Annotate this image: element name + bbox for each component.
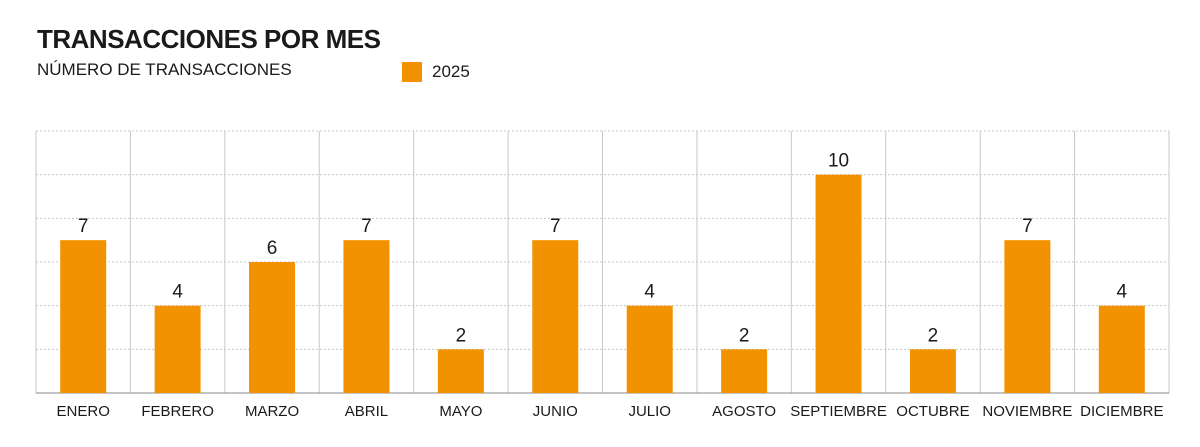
legend-swatch bbox=[402, 62, 422, 82]
data-label: 2 bbox=[739, 325, 750, 346]
data-label: 4 bbox=[172, 282, 183, 303]
data-label: 2 bbox=[456, 325, 467, 346]
bar bbox=[532, 240, 579, 393]
bar bbox=[154, 305, 201, 393]
data-label: 7 bbox=[550, 216, 561, 237]
bar bbox=[815, 174, 862, 393]
data-label: 10 bbox=[828, 151, 849, 172]
data-label: 6 bbox=[267, 238, 278, 259]
bar bbox=[437, 349, 484, 393]
x-tick-label: FEBRERO bbox=[141, 403, 214, 420]
bar bbox=[1098, 305, 1145, 393]
x-tick-label: NOVIEMBRE bbox=[982, 403, 1072, 420]
chart-subtitle: NÚMERO DE TRANSACCIONES bbox=[37, 60, 292, 79]
legend: 2025 bbox=[402, 62, 470, 82]
bar bbox=[626, 305, 673, 393]
x-tick-label: MARZO bbox=[245, 403, 299, 420]
data-label: 7 bbox=[78, 216, 89, 237]
x-tick-label: OCTUBRE bbox=[896, 403, 969, 420]
x-tick-label: ABRIL bbox=[345, 403, 388, 420]
data-label: 7 bbox=[1022, 216, 1033, 237]
legend-label: 2025 bbox=[432, 62, 470, 81]
data-label: 7 bbox=[361, 216, 372, 237]
x-tick-label: AGOSTO bbox=[712, 403, 776, 420]
bar bbox=[60, 240, 107, 393]
bar bbox=[909, 349, 956, 393]
x-tick-label: ENERO bbox=[57, 403, 110, 420]
x-tick-label: JUNIO bbox=[533, 403, 578, 420]
x-tick-label: MAYO bbox=[439, 403, 482, 420]
bar bbox=[343, 240, 390, 393]
x-tick-label: SEPTIEMBRE bbox=[790, 403, 887, 420]
bar bbox=[1004, 240, 1051, 393]
x-tick-label: DICIEMBRE bbox=[1080, 403, 1163, 420]
chart-title: TRANSACCIONES POR MES bbox=[37, 24, 381, 54]
data-label: 4 bbox=[1117, 282, 1128, 303]
data-label: 2 bbox=[928, 325, 939, 346]
data-label: 4 bbox=[644, 282, 655, 303]
bar bbox=[249, 262, 296, 393]
bar bbox=[721, 349, 768, 393]
x-tick-label: JULIO bbox=[628, 403, 671, 420]
